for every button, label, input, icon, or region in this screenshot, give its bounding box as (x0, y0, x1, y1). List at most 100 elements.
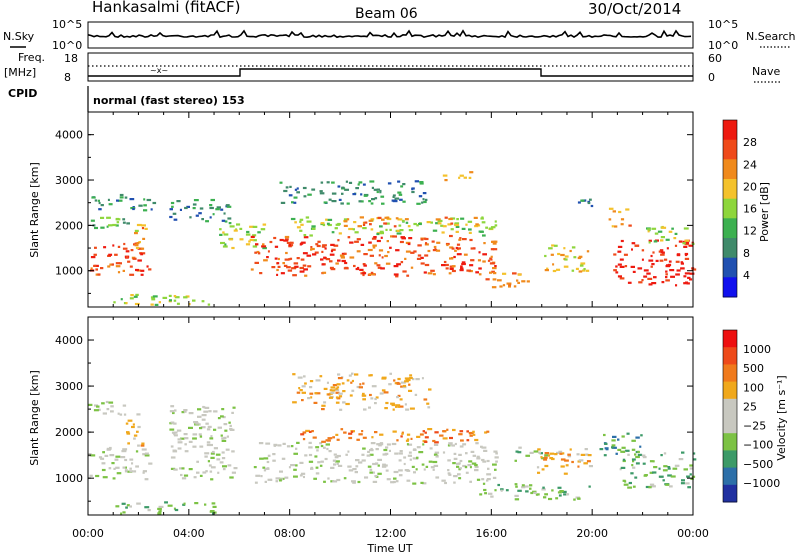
heatmap-cell (480, 217, 484, 220)
heatmap-cell (463, 176, 467, 179)
heatmap-cell (681, 479, 685, 482)
heatmap-cell (266, 467, 270, 470)
heatmap-cell (374, 262, 378, 265)
heatmap-cell (403, 456, 407, 459)
heatmap-cell (416, 456, 419, 459)
freq-panel-frame (87, 52, 694, 82)
heatmap-cell (308, 430, 312, 433)
heatmap-cell (343, 220, 348, 223)
heatmap-cell (422, 430, 425, 433)
heatmap-cell (434, 248, 437, 251)
heatmap-cell (315, 472, 320, 475)
heatmap-cell (210, 456, 215, 459)
heatmap-cell (564, 255, 569, 258)
heatmap-cell (327, 218, 333, 221)
heatmap-cell (108, 401, 114, 404)
heatmap-cell (330, 386, 336, 389)
heatmap-cell (435, 222, 440, 225)
heatmap-cell (93, 409, 99, 412)
heatmap-cell (107, 265, 111, 268)
heatmap-cell (296, 391, 301, 394)
heatmap-cell (635, 436, 640, 439)
heatmap-cell (476, 478, 481, 481)
heatmap-cell (459, 430, 464, 433)
heatmap-cell (193, 476, 197, 479)
heatmap-cell (171, 205, 174, 208)
heatmap-cell (336, 383, 341, 386)
heatmap-cell (333, 244, 339, 247)
heatmap-cell (357, 225, 362, 228)
heatmap-cell (544, 452, 550, 455)
heatmap-cell (622, 479, 626, 482)
heatmap-cell (255, 474, 261, 477)
heatmap-cell (204, 406, 210, 409)
heatmap-cell (665, 270, 668, 273)
heatmap-cell (135, 465, 139, 468)
heatmap-cell (544, 493, 548, 496)
heatmap-cell (95, 474, 100, 478)
heatmap-cell (343, 252, 347, 255)
heatmap-cell (370, 219, 373, 222)
heatmap-cell (505, 489, 509, 492)
heatmap-cell (299, 461, 304, 464)
heatmap-cell (385, 469, 389, 472)
heatmap-cell (290, 217, 296, 221)
heatmap-cell (293, 262, 299, 265)
heatmap-cell (641, 258, 644, 261)
heatmap-cell (564, 459, 569, 462)
heatmap-cell (213, 428, 217, 431)
heatmap-cell (107, 198, 110, 201)
heatmap-cell (453, 255, 456, 259)
heatmap-cell (458, 238, 462, 241)
heatmap-cell (129, 198, 135, 201)
heatmap-cell (673, 237, 677, 240)
heatmap-cell (442, 437, 448, 440)
heatmap-cell (392, 194, 396, 197)
heatmap-cell (110, 405, 114, 408)
heatmap-cell (206, 441, 211, 444)
heatmap-cell (398, 474, 403, 477)
heatmap-cell (227, 464, 232, 467)
heatmap-cell (468, 431, 474, 435)
colorbar-swatch (723, 139, 737, 160)
heatmap-cell (626, 432, 630, 435)
heatmap-cell (229, 424, 232, 427)
heatmap-cell (142, 471, 145, 474)
heatmap-cell (330, 243, 335, 246)
heatmap-cell (421, 377, 424, 380)
time-tick-label: 00:00 (677, 527, 709, 540)
heatmap-cell (469, 264, 474, 267)
heatmap-cell (562, 452, 565, 455)
heatmap-cell (584, 448, 588, 451)
heatmap-cell (423, 271, 427, 274)
colorbar-tick-label: −25 (743, 420, 766, 433)
heatmap-cell (315, 392, 321, 395)
heatmap-cell (651, 485, 656, 488)
heatmap-cell (562, 490, 567, 493)
heatmap-cell (674, 244, 678, 247)
heatmap-cell (267, 250, 270, 253)
heatmap-cell (124, 466, 127, 469)
heatmap-cell (398, 459, 402, 462)
heatmap-cell (458, 468, 461, 471)
heatmap-cell (554, 453, 558, 456)
heatmap-cell (395, 217, 399, 220)
heatmap-cell (493, 450, 498, 453)
heatmap-cell (413, 250, 417, 253)
heatmap-cell (119, 413, 123, 416)
heatmap-cell (490, 255, 493, 258)
heatmap-cell (409, 374, 413, 377)
heatmap-cell (201, 218, 204, 221)
heatmap-cell (225, 204, 230, 207)
heatmap-cell (304, 274, 308, 277)
velocity-panel-frame (87, 316, 694, 516)
velocity-y-axis-label: Slant Range [km] (28, 370, 41, 466)
colorbar-tick-label: 25 (743, 400, 757, 413)
heatmap-cell (258, 442, 264, 445)
heatmap-cell (209, 206, 214, 210)
heatmap-cell (474, 438, 479, 442)
heatmap-cell (379, 225, 383, 228)
heatmap-cell (275, 477, 281, 480)
heatmap-cell (477, 259, 481, 262)
